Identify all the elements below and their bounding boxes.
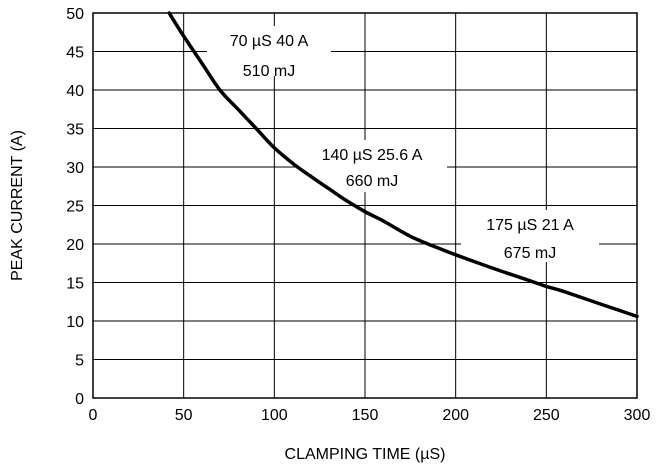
annotation-background — [207, 26, 331, 76]
y-tick-label: 25 — [66, 199, 84, 216]
y-tick-label: 40 — [66, 83, 84, 100]
y-tick-label: 10 — [66, 314, 84, 331]
y-tick-label: 20 — [66, 237, 84, 254]
y-tick-label: 5 — [75, 353, 84, 370]
x-tick-label: 0 — [89, 407, 98, 424]
y-axis-title: PEAK CURRENT (A) — [9, 130, 26, 281]
y-tick-label: 15 — [66, 276, 84, 293]
annotation-line-1: 175 µS 21 A — [486, 217, 574, 234]
y-tick-label: 50 — [66, 6, 84, 23]
y-tick-label: 30 — [66, 160, 84, 177]
series-layer — [167, 11, 639, 319]
annotation-line-2: 660 mJ — [346, 173, 398, 190]
annotation-line-2: 675 mJ — [504, 245, 556, 262]
annotation-background — [461, 210, 599, 262]
annotation-line-1: 140 µS 25.6 A — [322, 147, 423, 164]
annotation-layer: 70 µS 40 A 510 mJ 140 µS 25.6 A 660 mJ 175 µ… — [207, 26, 599, 262]
x-tick-label: 50 — [175, 407, 193, 424]
x-tick-label: 150 — [352, 407, 379, 424]
y-tick-label: 35 — [66, 122, 84, 139]
annotation-line-1: 70 µS 40 A — [230, 33, 309, 50]
series-line — [167, 11, 639, 319]
x-tick-label: 100 — [261, 407, 288, 424]
grid-lines — [92, 12, 638, 399]
plot-frame — [92, 12, 638, 399]
annotation-line-2: 510 mJ — [243, 63, 295, 80]
annotation: 175 µS 21 A 675 mJ — [461, 210, 599, 262]
x-tick-label: 200 — [442, 407, 469, 424]
annotation: 70 µS 40 A 510 mJ — [207, 26, 331, 80]
y-tick-label: 0 — [75, 391, 84, 408]
y-tick-label: 45 — [66, 45, 84, 62]
tick-labels: 0 50 100 150 200 250 300 0 5 10 15 20 25 30 35 40 45 50 — [66, 6, 650, 424]
x-tick-label: 250 — [533, 407, 560, 424]
x-axis-title: CLAMPING TIME (µS) — [285, 446, 446, 463]
x-tick-label: 300 — [624, 407, 651, 424]
